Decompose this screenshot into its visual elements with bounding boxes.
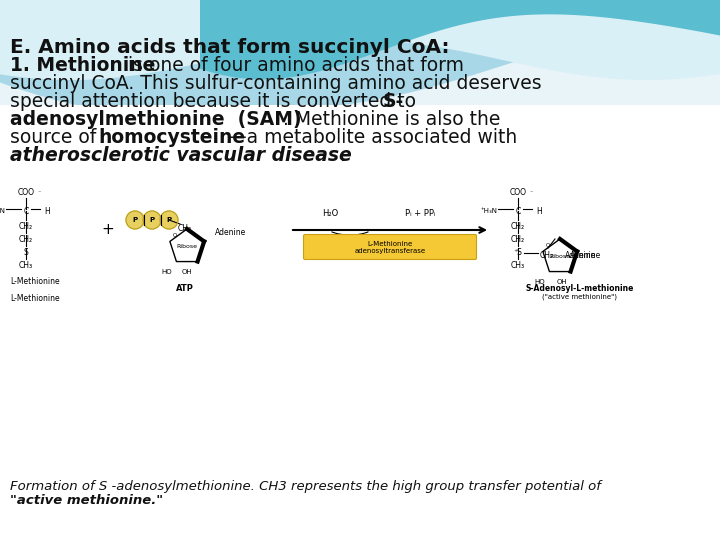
Text: S-Adenosyl-L-methionine: S-Adenosyl-L-methionine (526, 284, 634, 293)
Text: COO: COO (510, 188, 526, 197)
Text: .: . (340, 146, 346, 165)
Text: C: C (516, 206, 521, 215)
Text: C: C (23, 206, 29, 215)
Text: Adenine: Adenine (570, 251, 601, 260)
Text: H: H (44, 206, 50, 215)
Text: L-Methionine: L-Methionine (10, 294, 60, 303)
Text: OH: OH (182, 269, 193, 275)
Text: P: P (166, 217, 171, 223)
Bar (0, 105, 720, 540)
Text: homocysteine: homocysteine (98, 128, 245, 147)
Text: +: + (102, 222, 114, 238)
Text: L-Methionine: L-Methionine (10, 277, 60, 286)
Text: S-: S- (383, 92, 404, 111)
Text: HO: HO (161, 269, 172, 275)
Text: CH₂: CH₂ (19, 222, 33, 231)
Text: ("active methionine"): ("active methionine") (542, 294, 618, 300)
Text: Pᵢ + PPᵢ: Pᵢ + PPᵢ (405, 209, 436, 218)
Text: CH₂: CH₂ (511, 222, 525, 231)
Text: ⁺H₃N: ⁺H₃N (0, 208, 6, 214)
Text: succinyl CoA. This sulfur-containing amino acid deserves: succinyl CoA. This sulfur-containing ami… (10, 74, 541, 93)
Text: 1. Methionine: 1. Methionine (10, 56, 162, 75)
Text: E. Amino acids that form succinyl CoA:: E. Amino acids that form succinyl CoA: (10, 38, 449, 57)
Text: H₂O: H₂O (322, 209, 338, 218)
Text: Adenine: Adenine (215, 228, 246, 237)
Circle shape (143, 211, 161, 229)
Text: P: P (132, 217, 138, 223)
Text: CH₃: CH₃ (511, 261, 525, 270)
Text: OH: OH (557, 279, 567, 285)
Text: ⁺H₃N: ⁺H₃N (481, 208, 498, 214)
Text: P: P (150, 217, 155, 223)
Text: is one of four amino acids that form: is one of four amino acids that form (128, 56, 464, 75)
Text: L-Methionine
adenosyltransferase: L-Methionine adenosyltransferase (354, 240, 426, 253)
Text: atherosclerotic vascular disease: atherosclerotic vascular disease (10, 146, 352, 165)
Text: adenosylmethionine  (SAM): adenosylmethionine (SAM) (10, 110, 302, 129)
Text: Ribose: Ribose (176, 245, 197, 249)
FancyBboxPatch shape (304, 234, 477, 260)
Text: . Methionine is also the: . Methionine is also the (283, 110, 500, 129)
Text: Ribose: Ribose (549, 254, 570, 260)
Text: HO: HO (534, 279, 545, 285)
Text: COO: COO (17, 188, 35, 197)
Text: O: O (546, 243, 550, 248)
Text: ⁺S: ⁺S (513, 248, 523, 257)
Text: CH₂: CH₂ (540, 251, 554, 260)
Text: ⁻: ⁻ (530, 191, 534, 196)
Circle shape (126, 211, 144, 229)
Text: ⁻: ⁻ (38, 191, 41, 196)
Text: Formation of S -adenosylmethionine. CH3 represents the high group transfer poten: Formation of S -adenosylmethionine. CH3 … (10, 480, 601, 493)
Text: source of: source of (10, 128, 102, 147)
Text: CH₂: CH₂ (511, 235, 525, 244)
Text: CH₂: CH₂ (178, 224, 192, 233)
Polygon shape (0, 0, 720, 80)
Text: special attention because it is converted to: special attention because it is converte… (10, 92, 422, 111)
Polygon shape (200, 0, 720, 79)
Text: H: H (536, 206, 541, 215)
Text: S: S (24, 248, 28, 257)
Text: CH₃: CH₃ (19, 261, 33, 270)
Text: O: O (173, 233, 177, 238)
Polygon shape (0, 0, 720, 116)
Text: —a metabolite associated with: —a metabolite associated with (228, 128, 517, 147)
Text: ATP: ATP (176, 284, 194, 293)
Circle shape (160, 211, 178, 229)
Text: Adenine: Adenine (565, 251, 596, 260)
Text: "active methionine.": "active methionine." (10, 494, 163, 507)
Text: CH₂: CH₂ (19, 235, 33, 244)
